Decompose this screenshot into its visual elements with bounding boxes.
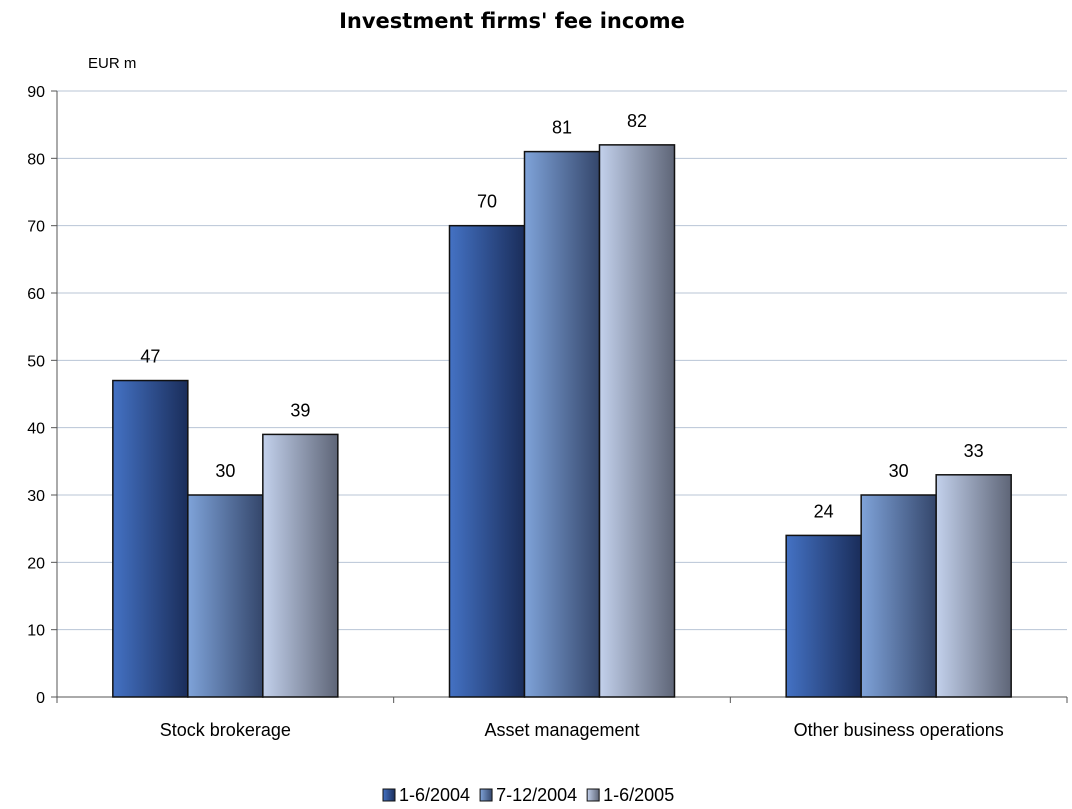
bar bbox=[448, 224, 526, 698]
data-labels: 47 30 39 70 81 82 24 30 33 bbox=[140, 111, 983, 522]
category-label: Other business operations bbox=[794, 720, 1004, 740]
legend-label: 1-6/2004 bbox=[399, 785, 470, 805]
y-tick-label: 60 bbox=[27, 286, 45, 303]
y-tick-labels: 0 10 20 30 40 50 60 70 80 90 bbox=[27, 84, 45, 707]
y-tick-label: 50 bbox=[27, 353, 45, 370]
y-tick-label: 40 bbox=[27, 421, 45, 438]
data-label: 47 bbox=[140, 347, 160, 367]
category-labels: Stock brokerage Asset management Other bus… bbox=[160, 720, 1004, 740]
category-label: Asset management bbox=[484, 720, 639, 740]
bar bbox=[785, 534, 862, 698]
y-tick-label: 70 bbox=[27, 219, 45, 236]
bar bbox=[523, 150, 601, 698]
data-label: 30 bbox=[215, 461, 235, 481]
bar bbox=[187, 494, 264, 698]
data-label: 24 bbox=[814, 501, 834, 521]
y-tick-label: 90 bbox=[27, 84, 45, 101]
chart-title: Investment firms' fee income bbox=[339, 9, 685, 33]
data-label: 81 bbox=[552, 118, 572, 138]
data-label: 82 bbox=[627, 111, 647, 131]
bar bbox=[935, 474, 1012, 698]
data-label: 39 bbox=[290, 400, 310, 420]
legend: 1-6/2004 7-12/2004 1-6/2005 bbox=[382, 785, 674, 805]
y-tick-label: 0 bbox=[36, 690, 45, 707]
bar bbox=[598, 144, 676, 698]
bar bbox=[112, 379, 189, 698]
legend-label: 7-12/2004 bbox=[496, 785, 577, 805]
y-tick-label: 30 bbox=[27, 488, 45, 505]
legend-swatch bbox=[586, 788, 600, 802]
y-tick-label: 10 bbox=[27, 623, 45, 640]
category-label: Stock brokerage bbox=[160, 720, 291, 740]
bar bbox=[860, 494, 937, 698]
bars bbox=[112, 144, 1012, 698]
legend-label: 1-6/2005 bbox=[603, 785, 674, 805]
y-tick-label: 80 bbox=[27, 151, 45, 168]
y-unit-label: EUR m bbox=[88, 55, 136, 72]
data-label: 33 bbox=[964, 441, 984, 461]
legend-swatch bbox=[382, 788, 396, 802]
data-label: 30 bbox=[889, 461, 909, 481]
y-tick-label: 20 bbox=[27, 555, 45, 572]
data-label: 70 bbox=[477, 192, 497, 212]
legend-swatch bbox=[479, 788, 493, 802]
bar bbox=[262, 433, 339, 698]
